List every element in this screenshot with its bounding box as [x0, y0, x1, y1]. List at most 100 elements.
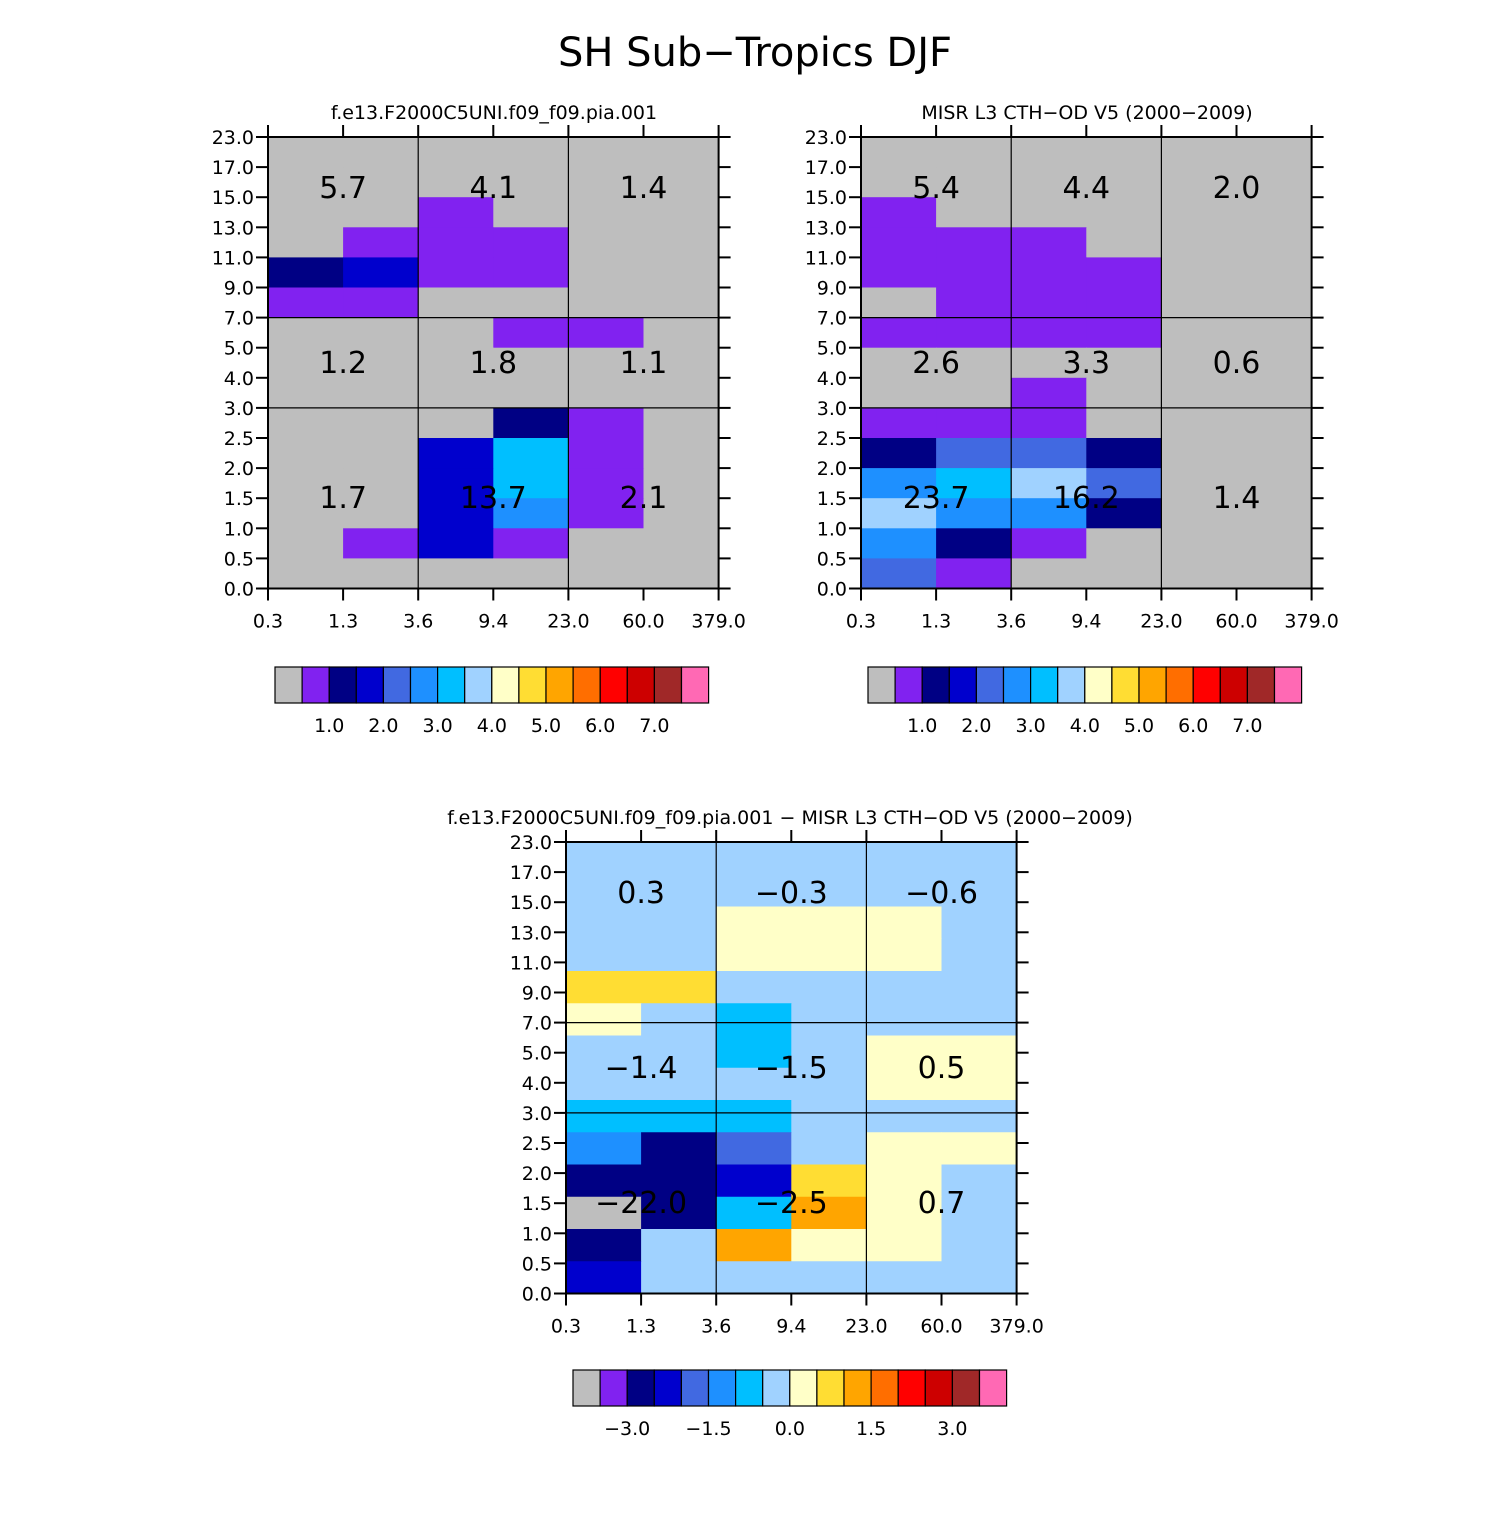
panel-title: MISR L3 CTH−OD V5 (2000−2009) — [921, 102, 1252, 124]
heatmap-cell — [941, 874, 1018, 908]
heatmap-cell — [1086, 528, 1162, 559]
heatmap-cell — [791, 1003, 867, 1037]
panel-title: f.e13.F2000C5UNI.f09_f09.pia.001 — [331, 102, 657, 124]
heatmap-cell — [791, 1229, 867, 1262]
y-tick-label: 11.0 — [510, 952, 552, 974]
heatmap-cell — [941, 842, 1018, 875]
heatmap-cell — [493, 438, 569, 469]
colorbar-label: 1.0 — [314, 715, 344, 737]
heatmap-cell — [641, 1003, 717, 1037]
colorbar-swatch — [626, 666, 655, 704]
colorbar-swatch — [328, 666, 357, 704]
cell-value-label: 13.7 — [460, 481, 527, 516]
colorbar-label: 2.0 — [368, 715, 398, 737]
heatmap-cell — [1161, 498, 1238, 529]
heatmap-cell — [493, 407, 569, 439]
heatmap-cell — [791, 1196, 867, 1230]
heatmap-cell — [418, 498, 494, 529]
colorbar-swatch — [409, 666, 439, 704]
colorbar-swatch — [924, 1369, 953, 1407]
heatmap-cell — [643, 137, 720, 168]
x-tick-label: 0.3 — [253, 611, 283, 633]
heatmap-cell — [493, 468, 569, 499]
heatmap-cell — [1011, 137, 1087, 168]
heatmap-cell — [1236, 167, 1313, 198]
heatmap-cell — [1236, 257, 1313, 289]
heatmap-cell — [643, 438, 720, 469]
heatmap-cell — [268, 438, 344, 469]
colorbar-swatch — [816, 1369, 845, 1407]
heatmap-cell — [641, 906, 717, 940]
heatmap-cell — [1236, 287, 1313, 319]
y-tick-label: 7.0 — [522, 1013, 552, 1035]
heatmap-cell — [1011, 347, 1087, 379]
heatmap-cell — [268, 287, 344, 319]
y-tick-label: 3.0 — [817, 398, 847, 420]
heatmap-panel-2: MISR L3 CTH−OD V5 (2000−2009) 0.0 0.5 1.0 1.… — [805, 102, 1339, 737]
colorbar-label: 2.0 — [961, 715, 991, 737]
heatmap-cell — [1236, 137, 1313, 168]
heatmap-cell — [1086, 227, 1162, 258]
heatmap-cell — [791, 1100, 867, 1133]
heatmap-cell — [791, 971, 867, 1004]
heatmap-cell — [866, 1261, 943, 1295]
cell-value-label: 1.1 — [620, 346, 668, 381]
heatmap-cell — [941, 938, 1018, 972]
heatmap-cell — [566, 1003, 642, 1037]
heatmap-cell — [568, 167, 645, 198]
cell-value-label: 1.7 — [319, 481, 367, 516]
heatmap-cell — [941, 1003, 1018, 1037]
heatmap-cell — [1161, 528, 1238, 559]
heatmap-cell — [716, 1229, 792, 1262]
colorbar-swatch — [843, 1369, 872, 1407]
heatmap-cell — [861, 317, 937, 349]
colorbar-swatch — [1029, 666, 1059, 704]
heatmap-cell — [343, 438, 419, 469]
heatmap-cell — [866, 842, 943, 875]
heatmap-cell — [493, 317, 569, 349]
colorbar-label: 3.0 — [1015, 715, 1045, 737]
y-tick-label: 0.5 — [522, 1253, 552, 1275]
heatmap-cell — [566, 938, 642, 972]
cell-value-label: −1.5 — [755, 1051, 828, 1086]
heatmap-cell — [716, 1196, 792, 1230]
heatmap-cell — [641, 842, 717, 875]
colorbar-label: 6.0 — [585, 715, 615, 737]
heatmap-cell — [941, 1261, 1018, 1295]
colorbar-swatch — [867, 666, 896, 704]
colorbar-swatch — [870, 1369, 899, 1407]
heatmap-cell — [1236, 468, 1313, 499]
heatmap-cell — [866, 1035, 943, 1069]
heatmap-cell — [343, 407, 419, 439]
heatmap-cell — [866, 906, 943, 940]
y-tick-label: 4.0 — [817, 368, 847, 390]
heatmap-cell — [641, 1229, 717, 1262]
heatmap-cell — [791, 1164, 867, 1198]
cell-value-label: 5.4 — [912, 171, 960, 206]
heatmap-cell — [418, 287, 494, 319]
heatmap-cell — [1236, 528, 1313, 559]
heatmap-cell — [566, 842, 642, 875]
heatmap-cell — [1011, 197, 1087, 228]
colorbar-swatch — [680, 666, 710, 704]
heatmap-cell — [941, 1196, 1018, 1230]
heatmap-cell — [418, 347, 494, 379]
colorbar-label: 4.0 — [1070, 715, 1100, 737]
heatmap-cell — [1161, 197, 1238, 228]
heatmap-cell — [1011, 468, 1087, 499]
heatmap-cell — [568, 528, 645, 559]
heatmap-cell — [418, 407, 494, 439]
heatmap-cell — [1011, 167, 1087, 198]
heatmap-cell — [791, 874, 867, 908]
heatmap-cell — [641, 1196, 717, 1230]
heatmap-cell — [936, 227, 1012, 258]
heatmap-cell — [641, 1100, 717, 1133]
x-tick-label: 3.6 — [701, 1316, 731, 1338]
x-tick-label: 1.3 — [328, 611, 358, 633]
heatmap-cell — [936, 468, 1012, 499]
heatmap-cell — [791, 906, 867, 940]
heatmap-cell — [568, 377, 645, 409]
heatmap-cell — [716, 1261, 792, 1295]
